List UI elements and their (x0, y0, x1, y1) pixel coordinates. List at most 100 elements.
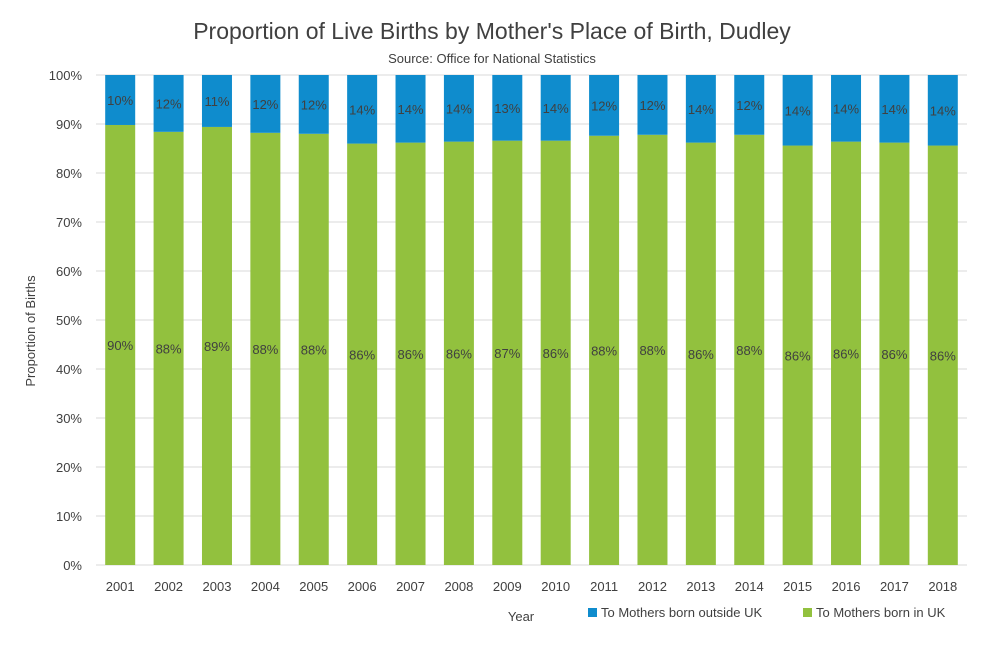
bar-segment (782, 75, 813, 146)
data-label: 11% (204, 94, 229, 109)
x-tick-label: 2001 (106, 579, 135, 594)
legend: To Mothers born outside UK To Mothers bor… (588, 605, 946, 620)
legend-label: To Mothers born in UK (816, 605, 946, 620)
bar-segment (250, 132, 281, 565)
bar-segment (492, 75, 523, 141)
data-labels: 90% 10% 88% 12% 89% 11% 88% 12% 88% 12% 86% 14% 86% 1… (107, 93, 956, 363)
x-tick-label: 2009 (493, 579, 522, 594)
data-label: 88% (639, 343, 665, 358)
bar-segment (734, 75, 765, 135)
data-label: 86% (785, 348, 811, 363)
bar-segment (105, 124, 136, 565)
bar-segment (298, 75, 329, 134)
x-tick-label: 2017 (880, 579, 909, 594)
bar-segment (589, 135, 620, 565)
data-label: 86% (688, 347, 714, 362)
data-label: 12% (639, 98, 665, 113)
legend-swatch (803, 608, 812, 617)
x-tick-label: 2016 (832, 579, 861, 594)
bar-segment (347, 143, 378, 565)
chart-title: Proportion of Live Births by Mother's Pl… (193, 18, 791, 44)
bar-segment (201, 126, 232, 565)
y-axis-ticks: 0% 10% 20% 30% 40% 50% 60% 70% 80% 90% 100% (49, 68, 83, 573)
bar-segment (879, 142, 910, 565)
data-label: 14% (881, 102, 907, 117)
data-label: 12% (301, 97, 327, 112)
data-label: 88% (156, 341, 182, 356)
bar-segment (589, 75, 620, 136)
legend-swatch (588, 608, 597, 617)
y-tick-label: 80% (56, 166, 82, 181)
data-label: 14% (930, 103, 956, 118)
bar-segment (153, 75, 184, 132)
x-axis-label: Year (508, 609, 535, 624)
bar-segment (637, 75, 668, 135)
x-tick-label: 2011 (590, 579, 618, 594)
gridlines (96, 74, 967, 566)
bar-segment (782, 145, 813, 565)
y-tick-label: 50% (56, 313, 82, 328)
bar-segment (347, 75, 378, 144)
bar-segment (637, 134, 668, 565)
bar-segment (685, 142, 716, 565)
bar-segment (105, 75, 136, 125)
y-tick-label: 100% (49, 68, 83, 83)
y-tick-label: 70% (56, 215, 82, 230)
data-label: 86% (930, 348, 956, 363)
y-tick-label: 40% (56, 362, 82, 377)
data-label: 14% (833, 101, 859, 116)
x-tick-label: 2003 (203, 579, 232, 594)
data-label: 12% (252, 97, 278, 112)
x-axis-ticks: 2001 2002 2003 2004 2005 2006 2007 2008 2009 2010… (106, 579, 958, 594)
data-label: 14% (349, 102, 375, 117)
bar-segment (927, 145, 958, 565)
x-tick-label: 2002 (154, 579, 183, 594)
bar-segment (395, 142, 426, 565)
bar-segment (540, 140, 571, 565)
data-label: 14% (398, 102, 424, 117)
bar-segment (443, 141, 474, 565)
bar-segment (831, 141, 862, 565)
data-label: 14% (446, 101, 472, 116)
x-tick-label: 2007 (396, 579, 425, 594)
data-label: 86% (881, 347, 907, 362)
data-label: 88% (301, 342, 327, 357)
x-tick-label: 2006 (348, 579, 377, 594)
data-label: 86% (446, 346, 472, 361)
x-tick-label: 2013 (686, 579, 715, 594)
bar-segment (540, 75, 571, 141)
bar-segment (879, 75, 910, 143)
bar-segment (443, 75, 474, 142)
y-tick-label: 20% (56, 460, 82, 475)
x-tick-label: 2014 (735, 579, 764, 594)
data-label: 88% (736, 343, 762, 358)
x-tick-label: 2008 (444, 579, 473, 594)
data-label: 86% (398, 347, 424, 362)
bar-segment (734, 134, 765, 565)
y-tick-label: 60% (56, 264, 82, 279)
data-label: 88% (252, 342, 278, 357)
data-label: 14% (785, 103, 811, 118)
bars (105, 75, 958, 566)
data-label: 88% (591, 343, 617, 358)
x-tick-label: 2010 (541, 579, 570, 594)
x-tick-label: 2005 (299, 579, 328, 594)
bar-segment (250, 75, 281, 133)
y-tick-label: 90% (56, 117, 82, 132)
bar-segment (831, 75, 862, 142)
data-label: 12% (736, 98, 762, 113)
bar-segment (927, 75, 958, 146)
legend-label: To Mothers born outside UK (601, 605, 762, 620)
x-tick-label: 2015 (783, 579, 812, 594)
y-tick-label: 30% (56, 411, 82, 426)
bar-segment (201, 75, 232, 127)
data-label: 86% (543, 346, 569, 361)
data-label: 90% (107, 338, 133, 353)
data-label: 12% (591, 98, 617, 113)
data-label: 10% (107, 93, 133, 108)
chart-subtitle: Source: Office for National Statistics (388, 51, 596, 66)
data-label: 14% (688, 102, 714, 117)
x-tick-label: 2012 (638, 579, 667, 594)
data-label: 86% (833, 346, 859, 361)
